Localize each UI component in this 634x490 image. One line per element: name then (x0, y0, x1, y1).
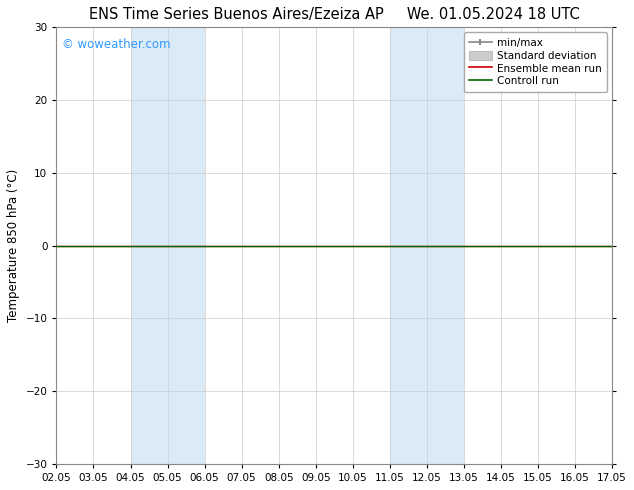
Title: ENS Time Series Buenos Aires/Ezeiza AP     We. 01.05.2024 18 UTC: ENS Time Series Buenos Aires/Ezeiza AP W… (89, 7, 579, 22)
Bar (390, 27, 464, 464)
Y-axis label: Temperature 850 hPa (°C): Temperature 850 hPa (°C) (7, 169, 20, 322)
Bar (131, 27, 205, 464)
Legend: min/max, Standard deviation, Ensemble mean run, Controll run: min/max, Standard deviation, Ensemble me… (463, 32, 607, 92)
Text: © woweather.com: © woweather.com (62, 38, 171, 51)
